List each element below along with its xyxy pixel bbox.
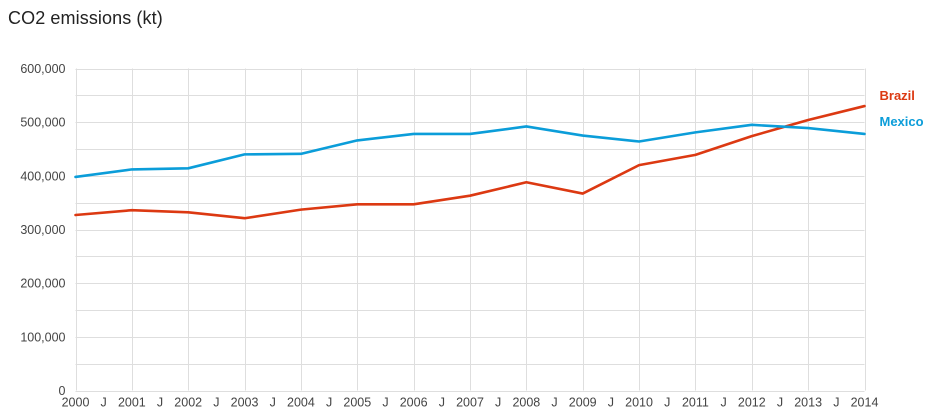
x-axis-tick-label-month: J — [608, 396, 614, 410]
x-axis-tick-label-month: J — [382, 396, 388, 410]
legend-label-mexico[interactable]: Mexico — [880, 114, 924, 129]
x-axis-tick-label-year: 2007 — [456, 396, 484, 410]
x-axis-tick-label-month: J — [551, 396, 557, 410]
x-axis-tick-label-year: 2000 — [62, 396, 90, 410]
vertical-gridlines — [76, 68, 866, 391]
x-axis-tick-labels: 2000 J 2001 J 2002 J 2003 J 2004 J 2005 J 2006 J 2007 J… — [62, 396, 879, 410]
y-axis-tick-label: 400,000 — [20, 169, 65, 183]
x-axis-tick-label-month: J — [720, 396, 726, 410]
x-axis-tick-label-year: 2008 — [512, 396, 540, 410]
x-axis-tick-label-month: J — [157, 396, 163, 410]
y-axis-tick-label: 200,000 — [20, 277, 65, 291]
x-axis-tick-label-month: J — [270, 396, 276, 410]
x-axis-tick-label-year: 2010 — [625, 396, 653, 410]
data-series-lines — [74, 104, 866, 220]
x-axis-tick-label-year: 2006 — [400, 396, 428, 410]
x-axis-tick-label-month: J — [664, 396, 670, 410]
x-axis-tick-label-year: 2003 — [231, 396, 259, 410]
x-axis-tick-label-year: 2011 — [682, 396, 709, 410]
x-axis-tick-label-month: J — [495, 396, 501, 410]
x-axis-tick-label-month: J — [777, 396, 783, 410]
x-axis-tick-label-month: J — [326, 396, 332, 410]
y-axis-tick-label: 300,000 — [20, 223, 65, 237]
y-axis-tick-label: 500,000 — [20, 116, 65, 130]
x-axis-tick-label-year: 2014 — [851, 396, 879, 410]
y-axis-tick-labels: 0 100,000 200,000 300,000 400,000 500,000 600,… — [20, 62, 65, 398]
x-axis-tick-label-year: 2001 — [118, 396, 146, 410]
chart-legend: Brazil Mexico — [880, 88, 924, 129]
y-axis-tick-label: 600,000 — [20, 62, 65, 76]
x-axis-tick-label-year: 2013 — [794, 396, 822, 410]
x-axis-tick-label-month: J — [213, 396, 219, 410]
x-axis-tick-label-year: 2009 — [569, 396, 597, 410]
x-axis-tick-label-year: 2002 — [174, 396, 202, 410]
legend-label-brazil[interactable]: Brazil — [880, 88, 915, 103]
y-axis-tick-label: 0 — [59, 384, 66, 398]
x-axis-tick-label-month: J — [833, 396, 839, 410]
x-axis-tick-label-month: J — [101, 396, 107, 410]
x-axis-tick-label-year: 2005 — [343, 396, 371, 410]
y-axis-tick-label: 100,000 — [20, 330, 65, 344]
series-line-mexico — [74, 123, 866, 179]
x-axis-tick-label-year: 2012 — [738, 396, 766, 410]
x-axis-tick-label-month: J — [439, 396, 445, 410]
chart-title: CO2 emissions (kt) — [8, 8, 163, 28]
series-line-brazil — [74, 104, 866, 220]
x-axis-tick-label-year: 2004 — [287, 396, 315, 410]
